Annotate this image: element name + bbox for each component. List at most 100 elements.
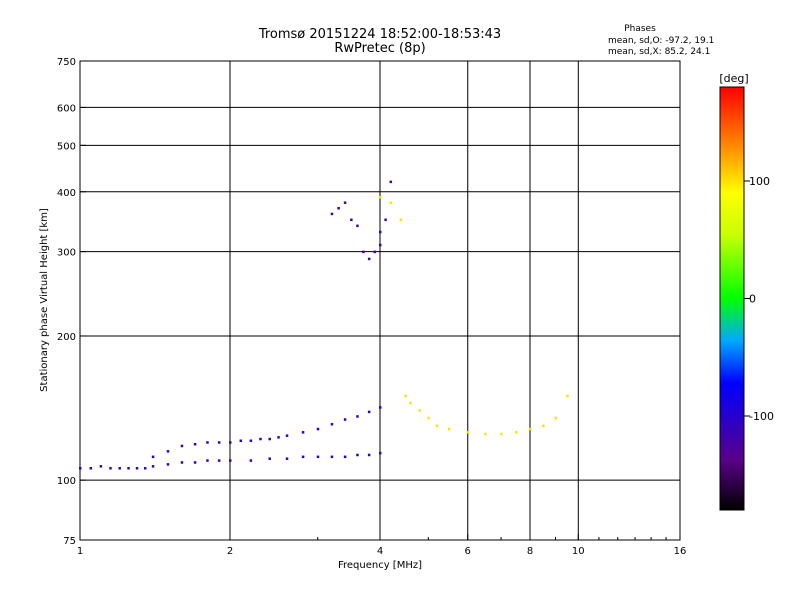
data-point xyxy=(285,457,289,460)
data-point xyxy=(484,432,487,436)
chart-subtitle: RwPretec (8p) xyxy=(334,41,425,56)
data-point xyxy=(542,424,545,428)
x-tick-label: 16 xyxy=(674,546,687,557)
data-point xyxy=(356,453,359,457)
data-point xyxy=(206,459,209,462)
data-point xyxy=(239,439,243,443)
data-point xyxy=(529,427,532,431)
x-tick-label: 10 xyxy=(572,546,585,557)
data-point xyxy=(135,467,139,470)
y-tick-label: 200 xyxy=(57,332,76,343)
x-axis-ticks: 1 2 4 6 8 10 16 xyxy=(77,534,687,557)
data-point xyxy=(427,416,430,420)
x-axis-label: Frequency [MHz] xyxy=(338,560,422,571)
data-point xyxy=(330,455,334,459)
data-point xyxy=(268,457,271,460)
data-point xyxy=(409,401,412,405)
y-axis-label: Stationary phase Virtual Height [km] xyxy=(39,208,50,392)
x-tick-label: 2 xyxy=(227,546,233,557)
data-point xyxy=(268,437,271,441)
data-point xyxy=(367,410,371,414)
data-point xyxy=(447,427,451,431)
data-point xyxy=(554,416,557,420)
data-point xyxy=(277,436,280,439)
colorbar-tick-label: 100 xyxy=(749,175,770,188)
data-point xyxy=(515,431,518,434)
data-point xyxy=(330,422,334,426)
data-point xyxy=(229,459,232,462)
data-point xyxy=(379,406,382,409)
grid-lines xyxy=(80,61,680,540)
y-tick-label: 75 xyxy=(63,536,76,547)
colorbar-ticks: 100 0 -100 xyxy=(744,175,774,423)
data-point xyxy=(362,250,365,254)
data-point xyxy=(301,431,305,434)
data-point xyxy=(389,180,393,184)
stats-heading: Phases xyxy=(624,24,656,34)
data-point xyxy=(343,201,347,204)
data-point xyxy=(180,444,184,448)
colorbar xyxy=(719,86,745,511)
data-point xyxy=(301,455,305,459)
x-tick-label: 6 xyxy=(465,546,471,557)
data-point xyxy=(118,467,121,470)
data-point xyxy=(343,418,347,421)
data-point xyxy=(379,243,382,247)
data-point xyxy=(285,434,289,437)
y-tick-label: 100 xyxy=(57,476,76,487)
y-axis-ticks: 75 100 200 300 400 500 600 750 xyxy=(57,57,86,547)
data-point xyxy=(249,459,253,462)
data-point xyxy=(99,465,103,468)
x-tick-label: 4 xyxy=(377,546,383,557)
data-point xyxy=(127,467,130,470)
data-point xyxy=(379,230,382,234)
data-point xyxy=(384,218,387,222)
colorbar-tick-label: -100 xyxy=(749,410,774,423)
data-point xyxy=(356,415,359,418)
colorbar-tick-label: 0 xyxy=(749,293,756,306)
data-point xyxy=(389,201,393,204)
y-tick-label: 400 xyxy=(57,188,76,199)
y-tick-label: 300 xyxy=(57,248,76,259)
data-point xyxy=(337,206,340,210)
data-point xyxy=(151,465,155,468)
colorbar-label: [deg] xyxy=(719,72,748,85)
data-point xyxy=(373,250,377,254)
data-point xyxy=(356,224,359,228)
data-point xyxy=(217,441,221,444)
stats-line-o: mean, sd,O: -97.2, 19.1 xyxy=(608,36,714,46)
data-point xyxy=(379,196,382,199)
data-point xyxy=(143,467,147,470)
data-point xyxy=(206,441,209,444)
y-tick-label: 500 xyxy=(57,141,76,152)
data-point xyxy=(399,218,403,222)
data-point xyxy=(466,431,470,434)
x-tick-label: 1 xyxy=(77,546,83,557)
data-point xyxy=(259,437,262,441)
data-point xyxy=(166,463,170,466)
y-tick-label: 750 xyxy=(57,57,76,68)
stats-line-x: mean, sd,X: 85.2, 24.1 xyxy=(608,47,710,57)
data-point xyxy=(404,394,407,398)
data-point xyxy=(193,461,197,464)
data-point xyxy=(109,467,112,470)
x-tick-label: 8 xyxy=(527,546,533,557)
data-point xyxy=(316,455,320,459)
data-point xyxy=(330,212,334,216)
data-point xyxy=(249,439,253,443)
data-point xyxy=(435,424,439,428)
data-point xyxy=(367,453,371,457)
data-point xyxy=(418,409,421,412)
data-point xyxy=(500,432,503,436)
data-point xyxy=(193,442,197,446)
data-point xyxy=(151,455,155,459)
data-point xyxy=(367,257,371,261)
data-point xyxy=(229,441,232,444)
data-point xyxy=(180,461,184,464)
data-point xyxy=(566,394,569,398)
data-point xyxy=(166,450,170,453)
data-point xyxy=(79,467,82,470)
data-point xyxy=(350,218,353,222)
chart-title: Tromsø 20151224 18:52:00-18:53:43 xyxy=(258,27,501,42)
data-point xyxy=(89,467,93,470)
